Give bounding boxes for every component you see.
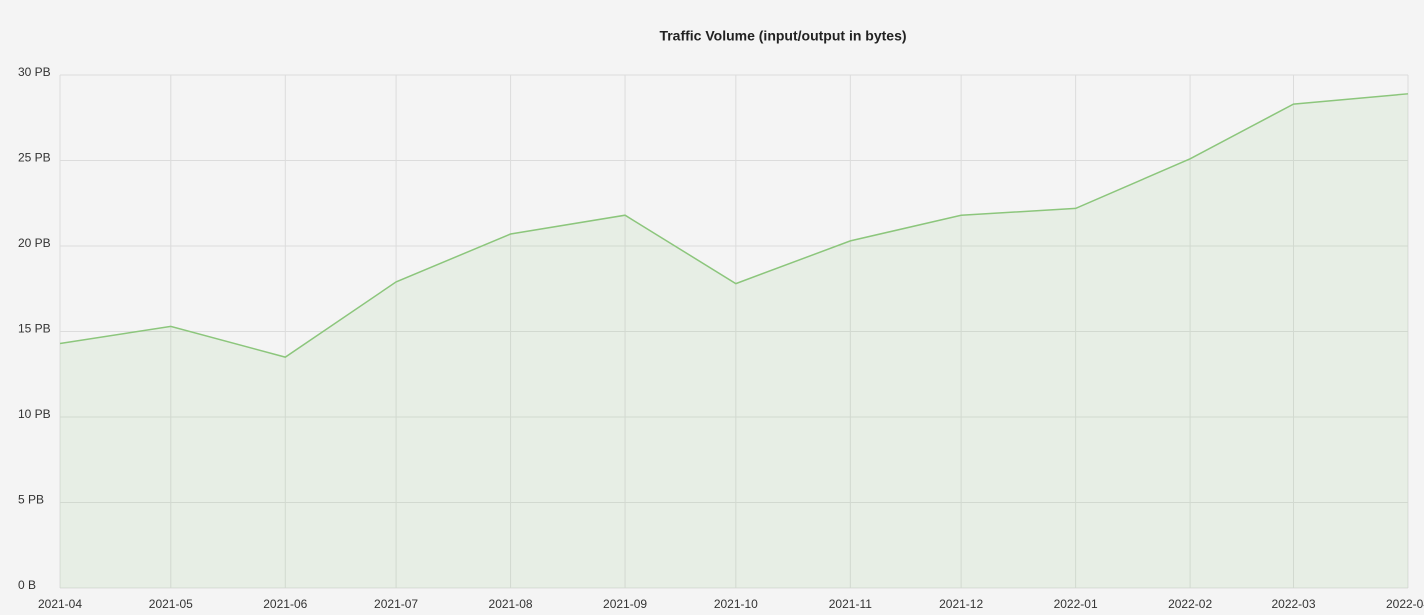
x-tick-label: 2022-04: [1386, 597, 1424, 611]
x-tick-label: 2022-01: [1054, 597, 1098, 611]
y-tick-label: 5 PB: [18, 493, 44, 507]
x-tick-label: 2021-12: [939, 597, 983, 611]
y-tick-label: 10 PB: [18, 407, 51, 421]
y-tick-label: 30 PB: [18, 65, 51, 79]
x-tick-label: 2021-06: [263, 597, 307, 611]
y-tick-label: 0 B: [18, 578, 36, 592]
x-tick-label: 2022-03: [1271, 597, 1315, 611]
x-tick-label: 2021-07: [374, 597, 418, 611]
x-tick-label: 2022-02: [1168, 597, 1212, 611]
area-fill: [60, 93, 1408, 588]
y-tick-label: 15 PB: [18, 322, 51, 336]
x-tick-label: 2021-04: [38, 597, 82, 611]
y-tick-label: 20 PB: [18, 236, 51, 250]
x-tick-label: 2021-11: [829, 597, 872, 611]
x-tick-label: 2021-09: [603, 597, 647, 611]
chart-title: Traffic Volume (input/output in bytes): [659, 28, 906, 44]
x-tick-label: 2021-05: [149, 597, 193, 611]
y-tick-label: 25 PB: [18, 151, 51, 165]
x-tick-label: 2021-08: [489, 597, 533, 611]
line: [59, 93, 1409, 358]
x-tick-label: 2021-10: [714, 597, 758, 611]
